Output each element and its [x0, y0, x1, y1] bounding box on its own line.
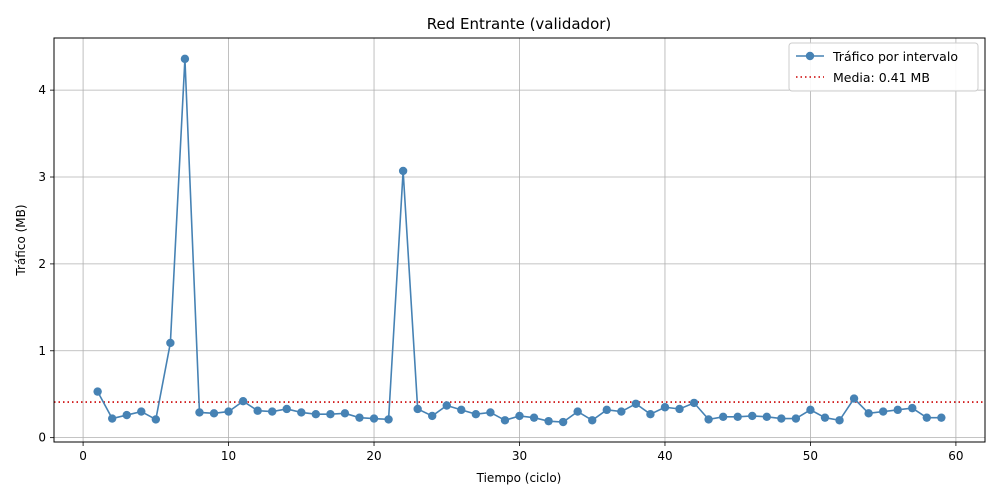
- data-point: [195, 408, 204, 417]
- data-point: [340, 409, 350, 418]
- data-point: [413, 404, 422, 414]
- data-point: [573, 407, 582, 416]
- data-point: [646, 409, 655, 419]
- legend-box: [788, 42, 979, 92]
- y-tick-label: 3: [38, 170, 46, 184]
- data-point: [718, 412, 728, 422]
- data-point: [297, 408, 306, 417]
- data-point: [515, 411, 524, 421]
- legend: Tráfico por intervalo Media: 0.41 MB: [788, 42, 979, 92]
- data-point: [558, 417, 568, 427]
- data-point: [311, 409, 321, 419]
- x-tick-label: 40: [657, 449, 672, 463]
- data-point: [704, 415, 713, 424]
- data-point: [180, 54, 190, 64]
- data-point: [253, 406, 262, 415]
- data-point: [748, 411, 757, 421]
- data-point: [893, 405, 902, 415]
- data-point: [849, 394, 859, 403]
- y-axis-label: Tráfico (MB): [14, 204, 28, 276]
- x-tick-label: 10: [221, 449, 236, 463]
- data-point: [457, 405, 466, 415]
- data-point: [937, 413, 946, 422]
- data-point: [428, 411, 437, 421]
- data-point: [617, 407, 626, 416]
- x-tick-label: 0: [79, 449, 87, 463]
- data-point: [355, 413, 364, 422]
- legend-mean-label: Media: 0.41 MB: [833, 70, 930, 85]
- data-point: [820, 413, 830, 422]
- data-point: [209, 409, 219, 418]
- data-point: [791, 414, 801, 423]
- data-point: [922, 413, 932, 422]
- data-point: [122, 410, 131, 420]
- data-point: [442, 401, 451, 410]
- data-point: [689, 398, 699, 408]
- data-point: [733, 412, 742, 422]
- data-point: [631, 399, 641, 408]
- data-point: [588, 416, 597, 425]
- data-point: [224, 407, 233, 416]
- data-point: [762, 412, 771, 422]
- data-point: [806, 405, 815, 415]
- data-point: [864, 409, 873, 418]
- data-point: [675, 404, 684, 414]
- data-point: [398, 166, 408, 176]
- data-point: [908, 403, 917, 413]
- data-point: [166, 338, 175, 348]
- x-tick-label: 50: [803, 449, 818, 463]
- x-axis-label: Tiempo (ciclo): [476, 471, 562, 485]
- data-point: [602, 405, 611, 415]
- data-point: [384, 415, 393, 424]
- data-point: [93, 387, 102, 396]
- y-tick-label: 4: [38, 83, 46, 97]
- data-point: [151, 415, 161, 424]
- series-markers: [93, 54, 946, 427]
- y-tick-label: 0: [38, 431, 46, 445]
- data-point: [471, 409, 481, 419]
- data-point: [835, 416, 844, 425]
- legend-series-label: Tráfico por intervalo: [832, 49, 958, 64]
- data-point: [238, 396, 248, 406]
- data-point: [107, 414, 117, 423]
- data-point: [486, 408, 495, 417]
- y-tick-label: 2: [38, 257, 46, 271]
- data-point: [777, 414, 786, 423]
- data-point: [529, 413, 539, 422]
- y-tick-label: 1: [38, 344, 46, 358]
- data-point: [878, 407, 888, 416]
- x-tick-label: 20: [366, 449, 381, 463]
- data-point: [544, 416, 553, 426]
- data-point: [137, 407, 146, 416]
- data-point: [326, 409, 335, 419]
- y-axis-ticks: 0 1 2 3 4: [38, 83, 54, 445]
- data-point: [282, 404, 291, 414]
- x-tick-label: 60: [948, 449, 963, 463]
- data-point: [369, 414, 379, 423]
- legend-series-marker-swatch: [805, 51, 815, 61]
- x-tick-label: 30: [512, 449, 527, 463]
- data-point: [660, 403, 670, 412]
- grid: [54, 38, 985, 442]
- x-axis-ticks: 0 10 20 30 40 50 60: [79, 442, 964, 463]
- data-point: [268, 407, 277, 416]
- data-point: [500, 416, 510, 425]
- chart-title: Red Entrante (validador): [427, 15, 612, 33]
